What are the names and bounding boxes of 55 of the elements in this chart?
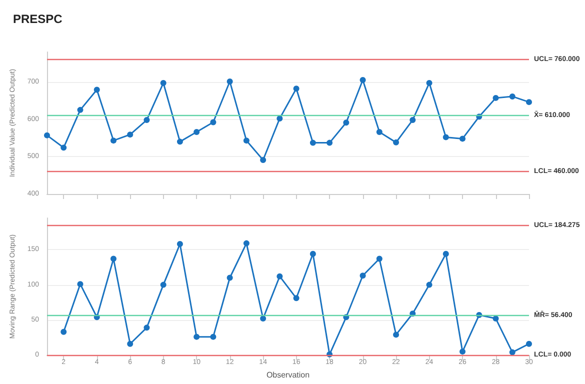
point — [110, 256, 116, 262]
point — [310, 140, 316, 146]
point — [442, 250, 449, 257]
point — [326, 140, 333, 146]
point — [393, 139, 400, 146]
point — [410, 117, 416, 124]
point — [176, 241, 183, 248]
chart-title: PRESPC — [13, 12, 63, 26]
point — [60, 328, 67, 335]
point — [77, 106, 84, 113]
point — [492, 316, 499, 322]
point — [44, 132, 50, 138]
point — [276, 116, 283, 122]
point — [94, 86, 100, 93]
point — [460, 136, 466, 142]
point — [393, 332, 400, 338]
point — [293, 86, 300, 92]
point — [160, 80, 166, 86]
point — [293, 295, 300, 302]
point — [243, 138, 250, 144]
point — [160, 282, 166, 288]
point — [526, 99, 532, 106]
point — [276, 273, 283, 280]
point — [144, 117, 150, 124]
point — [310, 250, 316, 257]
point — [144, 324, 150, 331]
point — [194, 128, 200, 135]
point — [77, 281, 84, 288]
point — [442, 134, 449, 140]
point — [127, 132, 134, 138]
point — [460, 348, 466, 355]
point — [194, 334, 200, 340]
point — [343, 120, 350, 126]
point — [226, 78, 233, 85]
point — [509, 93, 516, 100]
point — [210, 334, 216, 340]
point — [226, 274, 233, 281]
x-axis-title: Observation — [266, 370, 310, 380]
point — [526, 340, 532, 347]
point — [260, 156, 266, 163]
point — [210, 119, 216, 126]
point — [360, 77, 366, 84]
point — [426, 282, 432, 288]
point — [243, 240, 250, 246]
point — [509, 349, 516, 356]
point — [426, 80, 432, 86]
point — [127, 340, 134, 347]
point — [110, 138, 116, 144]
point — [176, 138, 183, 145]
point — [260, 316, 266, 322]
point — [376, 256, 382, 262]
point — [376, 128, 382, 135]
point — [492, 94, 499, 101]
point — [360, 272, 366, 279]
point — [60, 144, 67, 151]
